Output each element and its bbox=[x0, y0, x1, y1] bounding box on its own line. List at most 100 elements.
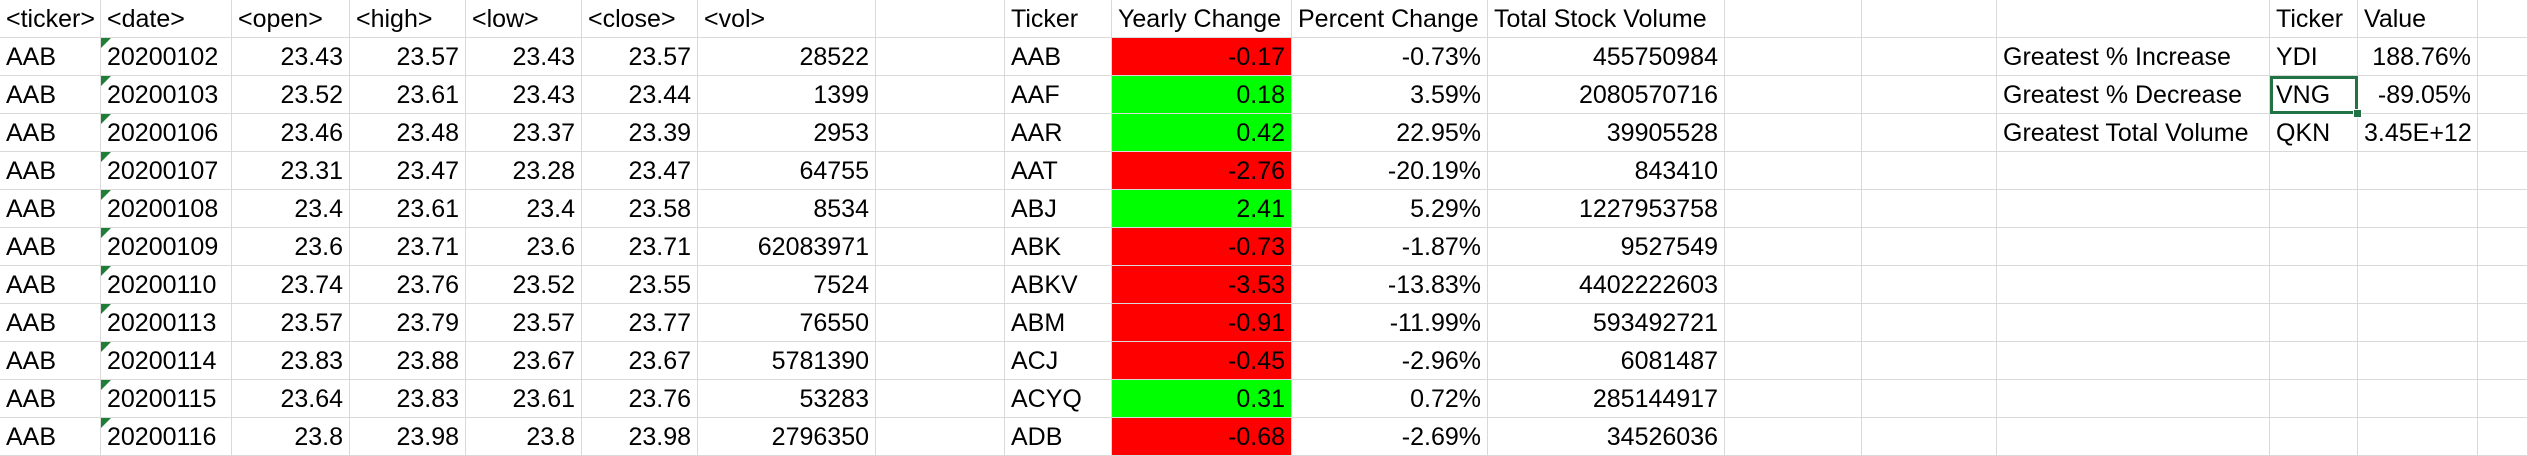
raw-cell[interactable]: 23.57 bbox=[350, 38, 466, 76]
empty-cell[interactable] bbox=[876, 76, 1005, 114]
raw-cell[interactable]: 1399 bbox=[698, 76, 876, 114]
raw-cell[interactable]: 5781390 bbox=[698, 342, 876, 380]
raw-cell[interactable]: 23.67 bbox=[582, 342, 698, 380]
yearly-change-cell[interactable]: -3.53 bbox=[1112, 266, 1292, 304]
empty-cell[interactable] bbox=[1725, 266, 1862, 304]
percent-change-cell[interactable]: -2.69% bbox=[1292, 418, 1488, 456]
raw-cell[interactable]: 23.76 bbox=[582, 380, 698, 418]
yearly-change-cell[interactable]: -0.91 bbox=[1112, 304, 1292, 342]
summary-ticker[interactable]: ACJ bbox=[1005, 342, 1112, 380]
raw-cell[interactable]: AAB bbox=[0, 114, 101, 152]
fill-handle[interactable] bbox=[2353, 109, 2362, 118]
yearly-change-cell[interactable]: 0.42 bbox=[1112, 114, 1292, 152]
raw-header-4[interactable]: <low> bbox=[466, 0, 582, 38]
raw-cell[interactable]: 23.57 bbox=[232, 304, 350, 342]
greatest-value[interactable]: 188.76% bbox=[2358, 38, 2478, 76]
empty-cell[interactable] bbox=[1997, 0, 2270, 38]
raw-header-1[interactable]: <date> bbox=[101, 0, 232, 38]
raw-cell[interactable]: 76550 bbox=[698, 304, 876, 342]
total-volume-cell[interactable]: 593492721 bbox=[1488, 304, 1725, 342]
raw-cell[interactable]: 23.61 bbox=[350, 190, 466, 228]
percent-change-cell[interactable]: -20.19% bbox=[1292, 152, 1488, 190]
raw-header-2[interactable]: <open> bbox=[232, 0, 350, 38]
empty-cell[interactable] bbox=[2358, 342, 2478, 380]
yearly-change-cell[interactable]: -2.76 bbox=[1112, 152, 1292, 190]
empty-cell[interactable] bbox=[1862, 266, 1997, 304]
raw-cell[interactable]: 23.37 bbox=[466, 114, 582, 152]
empty-cell[interactable] bbox=[2270, 190, 2358, 228]
greatest-value[interactable]: -89.05% bbox=[2358, 76, 2478, 114]
raw-cell[interactable]: 23.48 bbox=[350, 114, 466, 152]
greatest-label[interactable]: Greatest Total Volume bbox=[1997, 114, 2270, 152]
summary-ticker[interactable]: ADB bbox=[1005, 418, 1112, 456]
raw-cell[interactable]: 28522 bbox=[698, 38, 876, 76]
empty-cell[interactable] bbox=[1862, 342, 1997, 380]
raw-cell[interactable]: AAB bbox=[0, 38, 101, 76]
empty-cell[interactable] bbox=[1997, 190, 2270, 228]
raw-cell[interactable]: 23.4 bbox=[466, 190, 582, 228]
summary-header-2[interactable]: Percent Change bbox=[1292, 0, 1488, 38]
raw-cell[interactable]: 23.6 bbox=[232, 228, 350, 266]
total-volume-cell[interactable]: 6081487 bbox=[1488, 342, 1725, 380]
raw-header-0[interactable]: <ticker> bbox=[0, 0, 101, 38]
empty-cell[interactable] bbox=[2270, 228, 2358, 266]
summary-ticker[interactable]: ABK bbox=[1005, 228, 1112, 266]
yearly-change-cell[interactable]: -0.17 bbox=[1112, 38, 1292, 76]
raw-cell[interactable]: 23.79 bbox=[350, 304, 466, 342]
empty-cell[interactable] bbox=[876, 228, 1005, 266]
percent-change-cell[interactable]: 5.29% bbox=[1292, 190, 1488, 228]
raw-cell[interactable]: 23.98 bbox=[350, 418, 466, 456]
yearly-change-cell[interactable]: -0.68 bbox=[1112, 418, 1292, 456]
empty-cell[interactable] bbox=[876, 418, 1005, 456]
raw-cell[interactable]: 23.57 bbox=[582, 38, 698, 76]
greatest-label[interactable]: Greatest % Increase bbox=[1997, 38, 2270, 76]
raw-header-3[interactable]: <high> bbox=[350, 0, 466, 38]
empty-cell[interactable] bbox=[876, 380, 1005, 418]
summary-ticker[interactable]: AAT bbox=[1005, 152, 1112, 190]
raw-cell[interactable]: 7524 bbox=[698, 266, 876, 304]
empty-cell[interactable] bbox=[876, 114, 1005, 152]
empty-cell[interactable] bbox=[1725, 380, 1862, 418]
raw-cell[interactable]: 20200102 bbox=[101, 38, 232, 76]
yearly-change-cell[interactable]: 0.18 bbox=[1112, 76, 1292, 114]
raw-cell[interactable]: 23.77 bbox=[582, 304, 698, 342]
total-volume-cell[interactable]: 39905528 bbox=[1488, 114, 1725, 152]
raw-cell[interactable]: 23.76 bbox=[350, 266, 466, 304]
total-volume-cell[interactable]: 34526036 bbox=[1488, 418, 1725, 456]
empty-cell[interactable] bbox=[1997, 228, 2270, 266]
raw-cell[interactable]: 23.55 bbox=[582, 266, 698, 304]
empty-cell[interactable] bbox=[876, 0, 1005, 38]
raw-cell[interactable]: AAB bbox=[0, 152, 101, 190]
empty-cell[interactable] bbox=[2358, 418, 2478, 456]
raw-cell[interactable]: AAB bbox=[0, 76, 101, 114]
empty-cell[interactable] bbox=[2358, 152, 2478, 190]
raw-header-6[interactable]: <vol> bbox=[698, 0, 876, 38]
raw-cell[interactable]: 20200106 bbox=[101, 114, 232, 152]
greatest-value[interactable]: 3.45E+12 bbox=[2358, 114, 2478, 152]
empty-cell[interactable] bbox=[2478, 114, 2528, 152]
empty-cell[interactable] bbox=[1997, 266, 2270, 304]
yearly-change-cell[interactable]: 2.41 bbox=[1112, 190, 1292, 228]
empty-cell[interactable] bbox=[2478, 0, 2528, 38]
empty-cell[interactable] bbox=[876, 342, 1005, 380]
total-volume-cell[interactable]: 9527549 bbox=[1488, 228, 1725, 266]
greatest-ticker[interactable]: YDI bbox=[2270, 38, 2358, 76]
greatest-ticker[interactable]: QKN bbox=[2270, 114, 2358, 152]
raw-cell[interactable]: 23.4 bbox=[232, 190, 350, 228]
empty-cell[interactable] bbox=[2478, 418, 2528, 456]
raw-cell[interactable]: 23.52 bbox=[466, 266, 582, 304]
yearly-change-cell[interactable]: 0.31 bbox=[1112, 380, 1292, 418]
summary-ticker[interactable]: ABJ bbox=[1005, 190, 1112, 228]
raw-cell[interactable]: 20200107 bbox=[101, 152, 232, 190]
total-volume-cell[interactable]: 1227953758 bbox=[1488, 190, 1725, 228]
percent-change-cell[interactable]: -13.83% bbox=[1292, 266, 1488, 304]
selected-cell[interactable]: VNG bbox=[2270, 76, 2358, 114]
raw-cell[interactable]: 20200108 bbox=[101, 190, 232, 228]
summary-header-1[interactable]: Yearly Change bbox=[1112, 0, 1292, 38]
empty-cell[interactable] bbox=[2270, 342, 2358, 380]
summary-ticker[interactable]: ABM bbox=[1005, 304, 1112, 342]
raw-cell[interactable]: 20200110 bbox=[101, 266, 232, 304]
summary-ticker[interactable]: ABKV bbox=[1005, 266, 1112, 304]
empty-cell[interactable] bbox=[1862, 190, 1997, 228]
